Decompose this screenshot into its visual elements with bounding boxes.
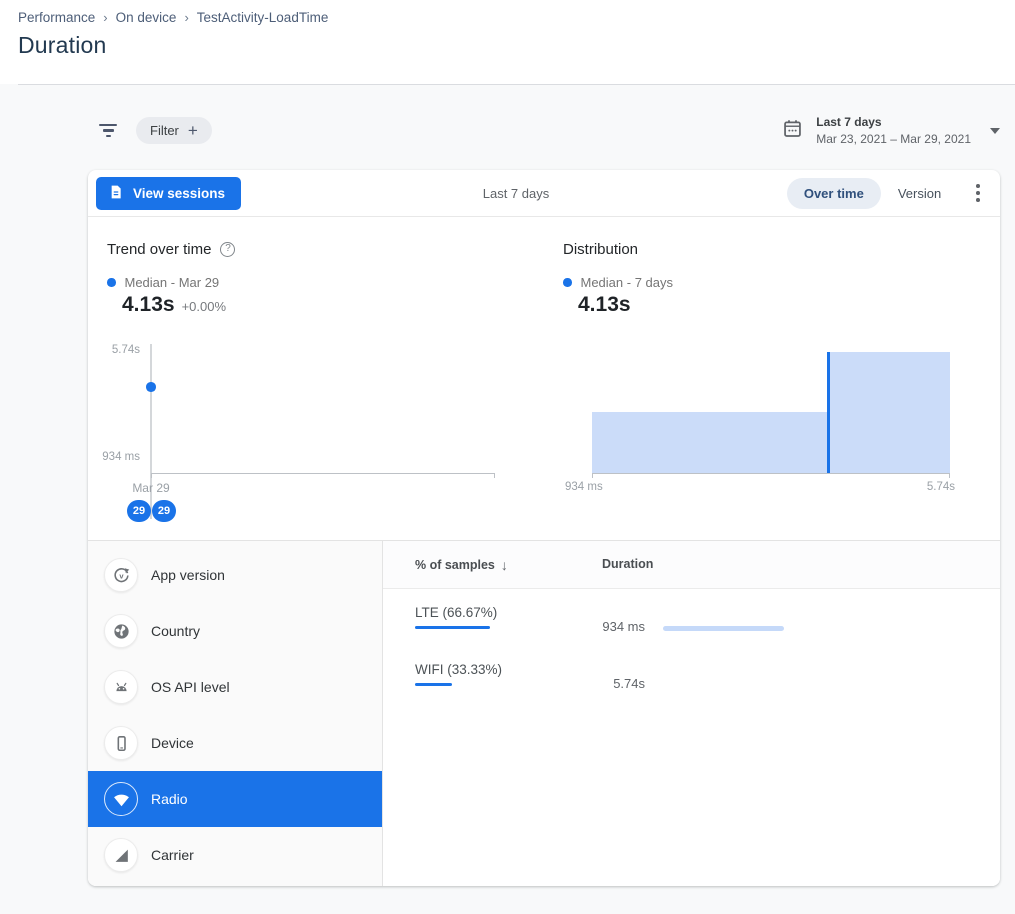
breadcrumb-separator-icon: › (184, 10, 188, 25)
legend-dot-icon (107, 278, 116, 287)
trend-legend-label: Median - Mar 29 (125, 275, 220, 290)
breadcrumb-current: TestActivity-LoadTime (197, 10, 329, 25)
sidebar-item-device[interactable]: Device (88, 715, 382, 771)
sidebar-item-label: Carrier (151, 847, 194, 863)
distribution-title: Distribution (563, 241, 638, 258)
trend-x-axis (151, 473, 495, 474)
sidebar-item-radio[interactable]: Radio (88, 771, 382, 827)
smartphone-icon (104, 726, 138, 760)
samples-percentage-bar (415, 626, 490, 629)
tab-over-time[interactable]: Over time (787, 178, 881, 209)
table-header: % of samples ↓ Duration (383, 541, 1000, 589)
header-divider (18, 84, 1015, 85)
distribution-x-min-label: 934 ms (565, 481, 603, 493)
sidebar-item-label: Radio (151, 791, 188, 807)
distribution-x-axis (592, 473, 950, 474)
breadcrumb-separator-icon: › (103, 10, 107, 25)
date-range-dates: Mar 23, 2021 – Mar 29, 2021 (816, 132, 971, 146)
table-row-name[interactable]: LTE (66.67%) (415, 605, 497, 620)
document-icon (108, 184, 124, 203)
sidebar-item-country[interactable]: Country (88, 603, 382, 659)
top-header: Performance › On device › TestActivity-L… (0, 0, 1015, 84)
duration-header-label: Duration (602, 557, 653, 571)
trend-y-min-label: 934 ms (88, 451, 140, 463)
trend-data-point (146, 382, 156, 392)
date-range-picker[interactable]: Last 7 days Mar 23, 2021 – Mar 29, 2021 (782, 115, 1000, 146)
view-sessions-button[interactable]: View sessions (96, 177, 241, 210)
breadcrumb-on-device[interactable]: On device (116, 10, 177, 25)
sidebar-item-label: OS API level (151, 679, 230, 695)
samples-percentage-bar (415, 683, 452, 686)
sidebar-item-os-api-level[interactable]: OS API level (88, 659, 382, 715)
view-toggle: Over time Version (787, 178, 988, 209)
distribution-header: Distribution Median - 7 days 4.13s (563, 241, 673, 317)
cellular-signal-icon (104, 838, 138, 872)
filter-chip-label: Filter (150, 123, 179, 138)
duration-card: View sessions Last 7 days Over time Vers… (88, 170, 1000, 886)
table-row-name[interactable]: WIFI (33.33%) (415, 662, 502, 677)
chevron-down-icon (990, 128, 1000, 134)
sidebar-item-app-version[interactable]: v App version (88, 547, 382, 603)
breadcrumb: Performance › On device › TestActivity-L… (18, 10, 1015, 25)
trend-delta: +0.00% (182, 299, 226, 314)
duration-bar (663, 626, 784, 631)
tab-version[interactable]: Version (881, 178, 958, 209)
trend-header: Trend over time ? Median - Mar 29 4.13s … (107, 241, 235, 317)
sidebar-item-label: Country (151, 623, 200, 639)
svg-text:v: v (119, 571, 124, 580)
page-title: Duration (18, 32, 1015, 59)
trend-median-value: 4.13s (122, 293, 175, 317)
add-filter-chip[interactable]: Filter + (136, 117, 212, 144)
filter-funnel-icon[interactable] (98, 124, 118, 137)
date-range-title: Last 7 days (816, 115, 971, 129)
trend-x-tick-label: Mar 29 (121, 481, 181, 495)
range-slider-end-handle[interactable]: 29 (152, 500, 176, 522)
sort-descending-icon: ↓ (501, 557, 508, 573)
sidebar-item-label: Device (151, 735, 194, 751)
trend-legend: Median - Mar 29 (107, 275, 235, 290)
charts-section: Trend over time ? Median - Mar 29 4.13s … (88, 217, 1000, 540)
view-sessions-label: View sessions (133, 186, 225, 201)
distribution-x-max-label: 5.74s (900, 481, 955, 493)
wifi-icon (104, 782, 138, 816)
period-label: Last 7 days (456, 186, 576, 201)
trend-title: Trend over time (107, 241, 211, 258)
breakdown-table: % of samples ↓ Duration LTE (66.67%) 934… (383, 541, 1000, 886)
range-slider-start-handle[interactable]: 29 (127, 500, 151, 522)
filter-toolbar: Filter + Last 7 days Mar 23, 2021 – Mar … (88, 108, 1000, 153)
overflow-menu-icon[interactable] (972, 180, 984, 205)
trend-y-max-label: 5.74s (88, 344, 140, 356)
distribution-median-line (827, 352, 830, 473)
column-header-duration: Duration (602, 557, 653, 571)
distribution-legend-label: Median - 7 days (581, 275, 674, 290)
android-icon (104, 670, 138, 704)
duration-value: 934 ms (563, 619, 645, 634)
globe-icon (104, 614, 138, 648)
sidebar-item-carrier[interactable]: Carrier (88, 827, 382, 883)
attribute-sidebar: v App version Country (88, 541, 383, 886)
distribution-histogram[interactable] (592, 352, 950, 473)
column-header-samples[interactable]: % of samples ↓ (415, 557, 508, 573)
breadcrumb-performance[interactable]: Performance (18, 10, 95, 25)
calendar-icon (782, 118, 803, 144)
histogram-bar[interactable] (592, 412, 830, 473)
help-icon[interactable]: ? (220, 242, 235, 257)
plus-icon: + (188, 122, 198, 139)
date-range-labels: Last 7 days Mar 23, 2021 – Mar 29, 2021 (816, 115, 971, 146)
duration-value: 5.74s (563, 676, 645, 691)
legend-dot-icon (563, 278, 572, 287)
sidebar-item-label: App version (151, 567, 225, 583)
histogram-bar[interactable] (830, 352, 950, 473)
breakdown-section: v App version Country (88, 540, 1000, 886)
app-version-icon: v (104, 558, 138, 592)
distribution-legend: Median - 7 days (563, 275, 673, 290)
distribution-median-value: 4.13s (578, 293, 631, 317)
samples-header-label: % of samples (415, 558, 495, 572)
page: Performance › On device › TestActivity-L… (0, 0, 1015, 914)
card-header: View sessions Last 7 days Over time Vers… (88, 170, 1000, 217)
